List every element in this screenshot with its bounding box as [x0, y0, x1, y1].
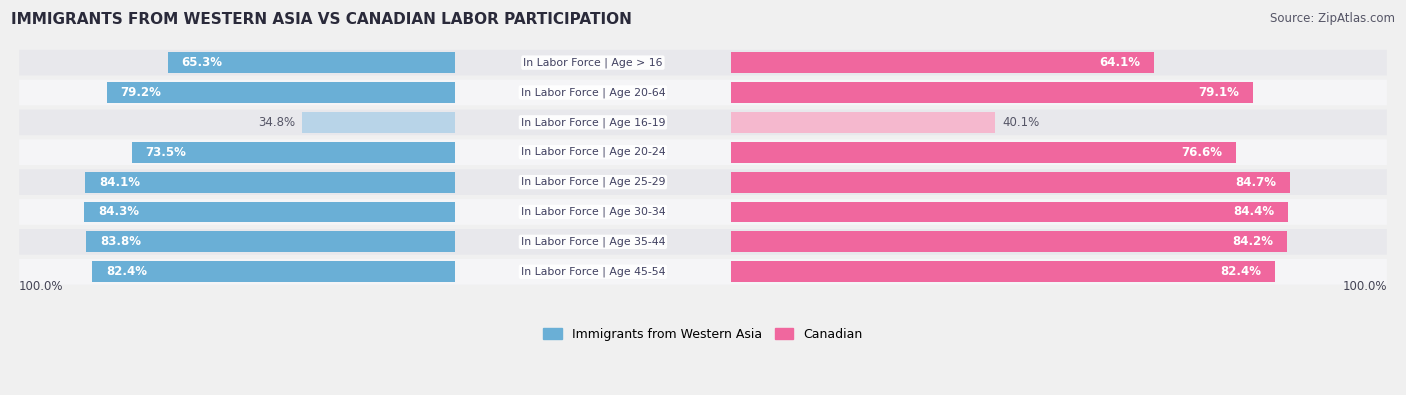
Text: 79.1%: 79.1%	[1198, 86, 1239, 99]
Text: 34.8%: 34.8%	[259, 116, 295, 129]
Bar	[84, 201, 456, 222]
Bar	[731, 231, 1286, 252]
FancyBboxPatch shape	[20, 169, 1386, 195]
FancyBboxPatch shape	[20, 229, 1386, 255]
Text: 65.3%: 65.3%	[181, 56, 222, 69]
Text: Source: ZipAtlas.com: Source: ZipAtlas.com	[1270, 12, 1395, 25]
Bar	[731, 112, 995, 133]
Text: In Labor Force | Age 25-29: In Labor Force | Age 25-29	[520, 177, 665, 187]
Text: In Labor Force | Age 30-34: In Labor Force | Age 30-34	[520, 207, 665, 217]
Text: 84.3%: 84.3%	[98, 205, 139, 218]
FancyBboxPatch shape	[20, 139, 1386, 165]
Text: 100.0%: 100.0%	[20, 280, 63, 293]
Bar	[107, 82, 456, 103]
FancyBboxPatch shape	[20, 109, 1386, 135]
Bar	[93, 261, 456, 282]
Legend: Immigrants from Western Asia, Canadian: Immigrants from Western Asia, Canadian	[538, 323, 868, 346]
Text: In Labor Force | Age > 16: In Labor Force | Age > 16	[523, 57, 662, 68]
Bar	[302, 112, 456, 133]
Bar	[167, 52, 456, 73]
Text: 82.4%: 82.4%	[107, 265, 148, 278]
Text: 83.8%: 83.8%	[100, 235, 141, 248]
Text: 64.1%: 64.1%	[1099, 56, 1140, 69]
FancyBboxPatch shape	[20, 50, 1386, 75]
Text: 84.1%: 84.1%	[98, 176, 139, 188]
Bar	[731, 82, 1253, 103]
Text: 79.2%: 79.2%	[121, 86, 162, 99]
Bar	[731, 172, 1289, 193]
Text: 73.5%: 73.5%	[145, 146, 187, 159]
Bar	[86, 231, 456, 252]
FancyBboxPatch shape	[20, 259, 1386, 284]
Text: In Labor Force | Age 20-64: In Labor Force | Age 20-64	[520, 87, 665, 98]
Bar	[731, 142, 1236, 163]
Text: 40.1%: 40.1%	[1002, 116, 1039, 129]
Text: 100.0%: 100.0%	[1343, 280, 1386, 293]
Text: IMMIGRANTS FROM WESTERN ASIA VS CANADIAN LABOR PARTICIPATION: IMMIGRANTS FROM WESTERN ASIA VS CANADIAN…	[11, 12, 633, 27]
Bar	[731, 201, 1288, 222]
FancyBboxPatch shape	[20, 199, 1386, 225]
Text: 84.2%: 84.2%	[1232, 235, 1272, 248]
Text: In Labor Force | Age 20-24: In Labor Force | Age 20-24	[520, 147, 665, 158]
Bar	[731, 52, 1154, 73]
FancyBboxPatch shape	[20, 80, 1386, 105]
Bar	[731, 261, 1275, 282]
Text: In Labor Force | Age 16-19: In Labor Force | Age 16-19	[520, 117, 665, 128]
Text: In Labor Force | Age 45-54: In Labor Force | Age 45-54	[520, 267, 665, 277]
Text: In Labor Force | Age 35-44: In Labor Force | Age 35-44	[520, 237, 665, 247]
Bar	[84, 172, 456, 193]
Text: 76.6%: 76.6%	[1181, 146, 1223, 159]
Text: 84.7%: 84.7%	[1236, 176, 1277, 188]
Text: 84.4%: 84.4%	[1233, 205, 1274, 218]
Text: 82.4%: 82.4%	[1220, 265, 1261, 278]
Bar	[132, 142, 456, 163]
